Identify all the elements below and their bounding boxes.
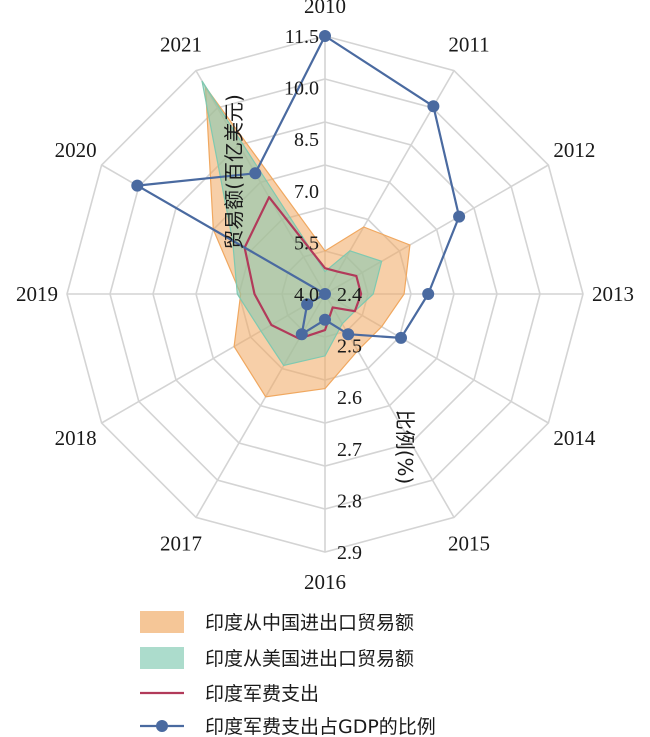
category-label: 2013: [592, 282, 634, 306]
legend-item-2-label: 印度从美国进出口贸易额: [205, 648, 414, 670]
category-label: 2018: [55, 426, 97, 450]
category-label: 2015: [448, 531, 490, 555]
series-4-point: [427, 100, 440, 113]
category-label: 2012: [553, 138, 595, 162]
left-tick-label: 10.0: [284, 78, 319, 100]
right-tick-label: 2.7: [337, 439, 362, 461]
category-label: 2011: [448, 33, 489, 57]
series-4-point: [301, 298, 314, 311]
series-4-point: [319, 313, 331, 326]
category-label: 2010: [304, 0, 346, 18]
legend: 印度从中国进出口贸易额印度从美国进出口贸易额印度军费支出印度军费支出占GDP的比…: [140, 611, 436, 737]
left-tick-label: 8.5: [294, 129, 319, 151]
series-4-point: [422, 288, 435, 300]
legend-item-3-label: 印度军费支出: [205, 683, 319, 705]
series-4-point: [249, 167, 262, 180]
legend-item-2-swatch: [140, 647, 184, 669]
category-label: 2017: [160, 531, 202, 555]
legend-item-4-label: 印度军费支出占GDP的比例: [205, 716, 436, 737]
left-tick-label: 5.5: [294, 232, 319, 254]
left-tick-label: 4.0: [294, 284, 319, 306]
category-label: 2016: [304, 570, 346, 594]
series-4-point: [453, 210, 466, 223]
series-4-point: [395, 331, 407, 344]
right-tick-label: 2.4: [337, 284, 362, 306]
radar-series: [131, 30, 466, 398]
right-tick-label: 2.8: [337, 490, 362, 512]
category-label: 2021: [160, 33, 202, 57]
series-4-point: [319, 30, 331, 42]
right-axis-title: 比例(%): [393, 410, 417, 485]
left-tick-label: 11.5: [285, 26, 319, 48]
series-4-point: [319, 288, 331, 300]
category-labels: 2010 2011 2012 2013 2014 2015 2016 2017 2018 2019…: [16, 0, 634, 594]
series-4-point: [131, 179, 144, 192]
axis-ticks: 4.0 5.5 7.0 8.5 10.0 11.5 2.4 2.5 2.6 2.7 2.8 2.9: [284, 26, 362, 564]
right-tick-label: 2.5: [337, 336, 362, 358]
category-label: 2020: [55, 138, 97, 162]
legend-item-1-label: 印度从中国进出口贸易额: [205, 612, 414, 634]
left-axis-title: 贸易额(百亿美元): [222, 94, 246, 250]
right-tick-label: 2.6: [337, 387, 362, 409]
left-tick-label: 7.0: [294, 181, 319, 203]
right-tick-label: 2.9: [337, 542, 362, 564]
legend-item-1-swatch: [140, 611, 184, 633]
series-4-point: [342, 328, 355, 341]
series-4-point: [295, 328, 308, 341]
category-label: 2014: [553, 426, 596, 450]
category-label: 2019: [16, 282, 58, 306]
legend-item-4-marker: [156, 720, 168, 732]
